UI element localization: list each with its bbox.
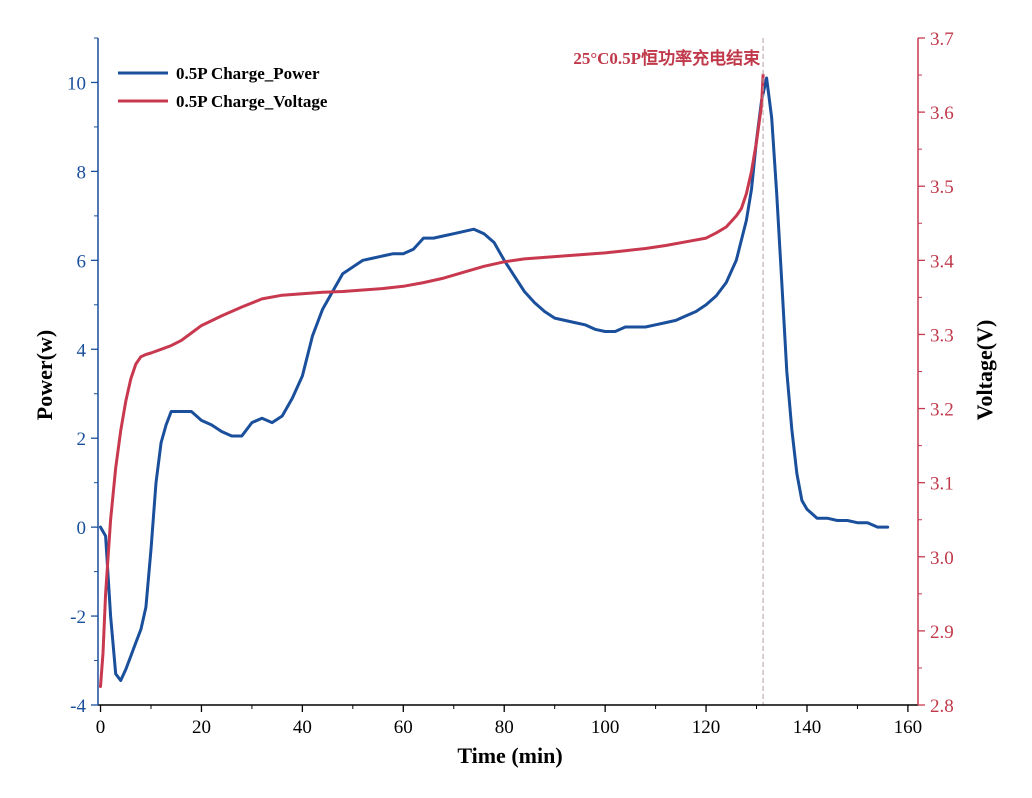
y-left-tick-label: 10 [67,73,86,94]
x-axis-title: Time (min) [457,743,562,768]
y-left-tick-label: 6 [77,251,87,272]
y-right-tick-label: 3.5 [930,177,954,198]
y-right-tick-label: 3.1 [930,474,954,495]
voltage-series-line [99,73,765,688]
x-tick-label: 60 [394,717,413,738]
y-left-tick-label: -2 [70,607,86,628]
legend-label-power: 0.5P Charge_Power [176,64,320,83]
y-right-tick-label: 3.0 [930,548,954,569]
x-tick-label: 140 [793,717,822,738]
y-right-tick-label: 2.8 [930,696,954,717]
y-left-tick-label: 0 [77,518,87,539]
y-axis-title-left: Power(w) [32,330,57,420]
x-tick-label: 20 [192,717,211,738]
y-right-tick-label: 3.3 [930,325,954,346]
x-tick-label: 100 [591,717,620,738]
end-of-charge-annotation: 25°C0.5P恒功率充电结束 [573,48,760,68]
power-series-line [99,76,890,682]
y-right-tick-label: 3.7 [930,29,954,50]
y-left-tick-label: -4 [70,696,86,717]
y-right-tick-label: 2.9 [930,622,954,643]
x-tick-label: 40 [293,717,312,738]
y-axis-title-right: Voltage(V) [972,320,997,421]
y-left-tick-label: 2 [77,429,87,450]
y-left-tick-label: 8 [77,162,87,183]
y-right-tick-label: 3.2 [930,400,954,421]
y-right-tick-label: 3.6 [930,103,954,124]
x-tick-label: 80 [495,717,514,738]
x-tick-label: 0 [96,717,106,738]
x-tick-label: 120 [692,717,721,738]
y-right-tick-label: 3.4 [930,251,954,272]
y-left-tick-label: 4 [77,340,87,361]
legend-label-voltage: 0.5P Charge_Voltage [176,92,328,111]
x-tick-label: 160 [894,717,923,738]
